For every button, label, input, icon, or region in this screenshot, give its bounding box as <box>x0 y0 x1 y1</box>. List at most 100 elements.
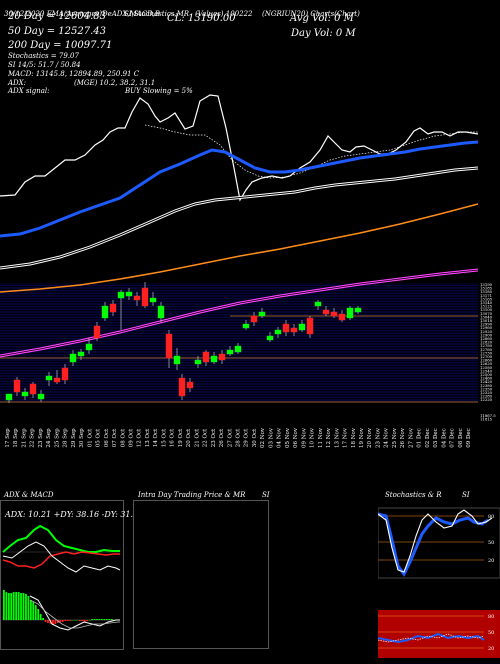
stoch-panel-si: SI <box>462 491 470 499</box>
price-axis-labels: 1319013185131801317113165131401312513100… <box>480 282 496 421</box>
date-tick-label: 09 Dec <box>466 428 472 448</box>
macd-histogram-bar <box>59 620 62 622</box>
date-tick-label: 04 Nov <box>277 427 283 448</box>
date-tick-label: 27 Oct <box>227 428 233 447</box>
candle-body <box>85 343 93 351</box>
macd-histogram-bar <box>88 620 91 621</box>
candle-body <box>93 325 101 339</box>
date-tick-label: 21 Sep <box>21 428 27 448</box>
macd-histogram-bar <box>105 619 108 620</box>
day-volume: Day Vol: 0 M <box>291 28 356 39</box>
price-tick-label: 13185 <box>480 286 493 291</box>
candle-body <box>29 383 37 395</box>
price-tick-label: 13018 <box>480 318 493 323</box>
ema200-value: 200 Day = 10097.71 <box>8 40 113 51</box>
adx-bg <box>0 500 125 650</box>
macd-histogram-bar <box>108 619 111 620</box>
main-chart-svg: 1319013185131801317113165131401312513100… <box>0 94 497 448</box>
macd-histogram-bar <box>66 620 69 621</box>
macd-histogram-bar <box>29 600 32 620</box>
macd-histogram-bar <box>69 620 71 621</box>
macd-histogram-bar <box>15 592 18 620</box>
date-tick-label: 29 Sep <box>71 428 77 448</box>
si-level-label: 50 <box>488 630 494 636</box>
si-value: SI 14/5: 51.7 / 50.84 <box>8 61 81 69</box>
date-tick-label: 24 Nov <box>384 427 390 448</box>
header-line1-right: (Values) 100222 <box>195 10 253 18</box>
intraday-panel <box>133 500 269 660</box>
stoch-si-panel: 80 50 20 80 50 20 <box>377 500 500 660</box>
macd-histogram-bar <box>81 620 84 621</box>
price-tick-label: 11867.5 <box>480 413 496 418</box>
ema20-value: 20 Day = 12604.83 <box>8 11 106 22</box>
candle-body <box>274 329 282 335</box>
candle-body <box>157 305 165 319</box>
date-tick-label: 14 Oct <box>153 428 159 447</box>
macd-histogram-bar <box>103 619 106 620</box>
date-tick-label: 08 Oct <box>120 428 126 447</box>
candle-body <box>194 359 202 365</box>
date-tick-label: 16 Oct <box>170 428 176 447</box>
date-tick-label: 26 Nov <box>400 427 406 448</box>
date-tick-label: 24 Sep <box>46 428 52 448</box>
date-tick-label: 03 Nov <box>268 427 274 448</box>
date-tick-label: 19 Oct <box>178 428 184 447</box>
mrsi-value: (MGE) 10.2, 38.2, 31.1 <box>74 79 156 87</box>
plus-di-line <box>2 524 120 553</box>
adx-signal-label: ADX signal: <box>8 87 50 95</box>
price-tick-label: 12420 <box>480 379 493 384</box>
price-tick-label: 13190 <box>480 282 493 287</box>
price-tick-label: 12540 <box>480 368 493 373</box>
date-tick-label: 28 Oct <box>236 428 242 447</box>
date-tick-label: 02 Nov <box>260 427 266 448</box>
price-tick-label: 12990 <box>480 322 493 327</box>
macd-histogram-bar <box>93 619 96 620</box>
candle-body <box>338 313 346 321</box>
price-tick-label: 12920 <box>480 329 493 334</box>
date-tick-label: 10 Nov <box>310 427 316 448</box>
price-tick-label: 12900 <box>480 332 493 337</box>
candle-body <box>141 287 149 307</box>
candle-body <box>101 305 109 319</box>
date-tick-label: 29 Oct <box>244 428 250 447</box>
candle-body <box>45 375 53 381</box>
date-tick-label: 01 Dec <box>417 428 423 448</box>
price-tick-label: 12580 <box>480 365 493 370</box>
macd-histogram-bar <box>27 596 30 620</box>
date-tick-label: 28 Sep <box>63 428 69 448</box>
candle-body <box>125 291 133 297</box>
date-tick-label: 23 Oct <box>211 428 217 447</box>
ema50-value: 50 Day = 12527.43 <box>8 26 106 37</box>
price-tick-label: 12380 <box>480 383 493 388</box>
candle-body <box>202 351 210 363</box>
si-level-label: 80 <box>488 614 494 620</box>
date-tick-label: 26 Oct <box>219 428 225 447</box>
macd-histogram-bar <box>39 614 42 620</box>
macd-histogram-bar <box>25 594 27 620</box>
macd-histogram-bar <box>96 619 98 620</box>
close-value: CL: 13190.00 <box>167 13 236 24</box>
avg-volume: Avg Vol: 0 M <box>290 13 354 24</box>
macd-histogram-bar <box>32 602 35 620</box>
adx-line <box>2 541 121 573</box>
price-tick-label: 11815 <box>480 416 493 421</box>
candle-body <box>234 345 242 353</box>
candle-body <box>346 307 354 319</box>
price-tick-label: 12960 <box>480 325 493 330</box>
candle-body <box>258 311 266 317</box>
price-tick-label: 13040 <box>480 314 493 319</box>
date-tick-label: 09 Oct <box>128 428 134 447</box>
intraday-panel-si: SI <box>262 491 270 499</box>
macd-histogram-bar <box>44 620 47 622</box>
candle-body <box>354 307 362 313</box>
stoch-panel-title: Stochastics & R <box>385 491 442 499</box>
header-line1-left: 30/12/2020 EMA(Averages)DeADX,MACD,B <box>4 10 160 18</box>
date-tick-label: 04 Dec <box>441 428 447 448</box>
candle-body <box>322 309 330 315</box>
ema-lines <box>0 94 479 358</box>
macd-histogram-bar <box>17 592 20 620</box>
macd-histogram-bar <box>47 620 49 623</box>
ema50-line <box>0 140 479 238</box>
date-tick-label: 22 Oct <box>203 428 209 447</box>
price-tick-label: 13180 <box>480 289 493 294</box>
